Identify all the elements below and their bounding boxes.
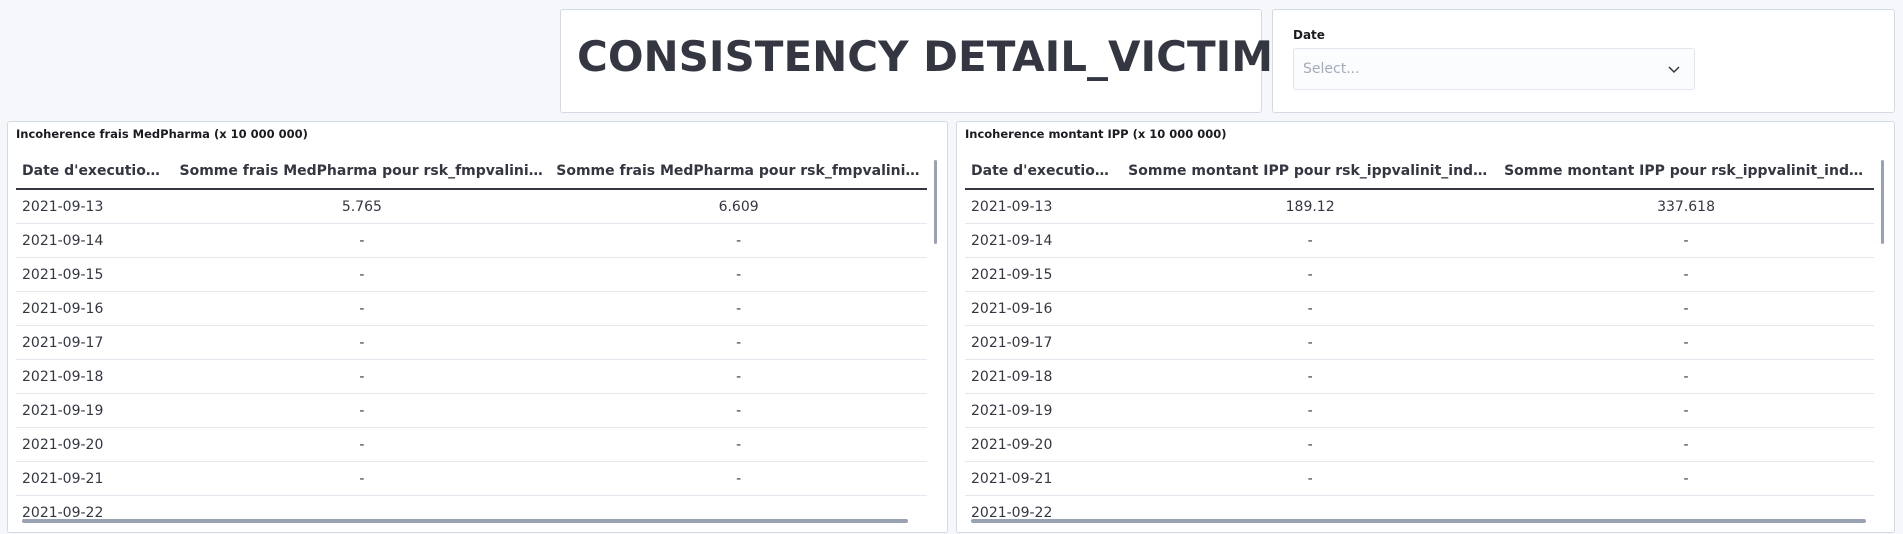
table-cell: -	[1307, 334, 1313, 351]
table-row: 2021-09-17 - -	[965, 326, 1874, 360]
table-cell: -	[1683, 266, 1689, 283]
table-cell: -	[1307, 266, 1313, 283]
table-cell: 2021-09-15	[22, 266, 104, 283]
table-row: 2021-09-16 - -	[965, 292, 1874, 326]
table-cell: -	[359, 436, 365, 453]
column-header[interactable]: Somme frais MedPharma pour rsk_fmpvalini…	[179, 163, 551, 179]
date-label: Date	[1293, 28, 1325, 42]
table-cell: -	[1683, 334, 1689, 351]
table-row: 2021-09-13 189.12 337.618	[965, 190, 1874, 224]
table-row: 2021-09-15 - -	[16, 258, 927, 292]
table-cell: 2021-09-20	[971, 436, 1053, 453]
date-control-panel: Date Select...	[1272, 9, 1895, 113]
table-cell: -	[736, 470, 742, 487]
table-cell: -	[736, 266, 742, 283]
chevron-down-icon	[1668, 66, 1680, 74]
table-cell: -	[1683, 368, 1689, 385]
dashboard-title: CONSISTENCY DETAIL_VICTIME	[577, 32, 1302, 81]
table-row: 2021-09-14 - -	[965, 224, 1874, 258]
table-cell: 2021-09-20	[22, 436, 104, 453]
horizontal-scrollbar[interactable]	[22, 519, 908, 523]
table-cell: -	[736, 300, 742, 317]
table-cell: 6.609	[718, 198, 759, 215]
table-cell: -	[736, 402, 742, 419]
table-row: 2021-09-21 - -	[16, 462, 927, 496]
table-row: 2021-09-21 - -	[965, 462, 1874, 496]
table-cell: -	[736, 334, 742, 351]
table-cell: -	[1683, 470, 1689, 487]
table-cell: -	[359, 266, 365, 283]
date-select-placeholder: Select...	[1303, 61, 1360, 77]
table-cell: 2021-09-21	[22, 470, 104, 487]
column-header[interactable]: Date d'execution p...	[22, 163, 174, 179]
table-cell: 2021-09-18	[22, 368, 104, 385]
title-panel: CONSISTENCY DETAIL_VICTIME	[560, 9, 1302, 113]
table-cell: -	[359, 368, 365, 385]
table-row: 2021-09-19 - -	[16, 394, 927, 428]
table-cell: 2021-09-19	[22, 402, 104, 419]
table-row: 2021-09-16 - -	[16, 292, 927, 326]
table-cell: -	[359, 300, 365, 317]
column-header[interactable]: Somme montant IPP pour rsk_ippvalinit_in…	[1504, 163, 1873, 179]
medpharma-table-panel: Incoherence frais MedPharma (x 10 000 00…	[7, 121, 948, 533]
date-select[interactable]: Select...	[1293, 48, 1695, 90]
table-cell: -	[736, 368, 742, 385]
table-cell: -	[1683, 436, 1689, 453]
table-cell: -	[736, 232, 742, 249]
column-header[interactable]: Somme frais MedPharma pour rsk_fmpvalini…	[556, 163, 927, 179]
table-cell: -	[736, 436, 742, 453]
table-cell: -	[1307, 436, 1313, 453]
table-row: 2021-09-19 - -	[965, 394, 1874, 428]
table-cell: 2021-09-16	[971, 300, 1053, 317]
table-row: 2021-09-15 - -	[965, 258, 1874, 292]
table-cell: 2021-09-13	[22, 198, 104, 215]
table-cell: -	[1683, 300, 1689, 317]
panel-title: Incoherence montant IPP (x 10 000 000)	[965, 127, 1227, 141]
data-table: Date d'execution p... Somme frais MedPha…	[16, 154, 927, 522]
table-cell: -	[1683, 232, 1689, 249]
table-row: 2021-09-18 - -	[965, 360, 1874, 394]
column-header[interactable]: Date d'execution p...	[971, 163, 1123, 179]
table-cell: 2021-09-17	[971, 334, 1053, 351]
data-table: Date d'execution p... Somme montant IPP …	[965, 154, 1874, 522]
table-cell: 337.618	[1657, 198, 1715, 215]
vertical-scrollbar[interactable]	[934, 160, 937, 244]
table-cell: 2021-09-21	[971, 470, 1053, 487]
ipp-table-panel: Incoherence montant IPP (x 10 000 000) D…	[956, 121, 1895, 533]
table-row: 2021-09-14 - -	[16, 224, 927, 258]
table-row: 2021-09-20 - -	[16, 428, 927, 462]
table-cell: 189.12	[1285, 198, 1335, 215]
table-row: 2021-09-18 - -	[16, 360, 927, 394]
table-cell: -	[1307, 402, 1313, 419]
table-cell: -	[1307, 470, 1313, 487]
table-row: 2021-09-20 - -	[965, 428, 1874, 462]
table-header-row: Date d'execution p... Somme frais MedPha…	[16, 154, 927, 190]
table-row: 2021-09-13 5.765 6.609	[16, 190, 927, 224]
table-cell: 2021-09-16	[22, 300, 104, 317]
column-header[interactable]: Somme montant IPP pour rsk_ippvalinit_in…	[1128, 163, 1499, 179]
panel-title: Incoherence frais MedPharma (x 10 000 00…	[16, 127, 308, 141]
horizontal-scrollbar[interactable]	[971, 519, 1866, 523]
table-cell: 2021-09-13	[971, 198, 1053, 215]
table-cell: 2021-09-17	[22, 334, 104, 351]
table-cell: -	[1307, 232, 1313, 249]
table-cell: -	[359, 402, 365, 419]
table-cell: 2021-09-15	[971, 266, 1053, 283]
table-cell: -	[1683, 402, 1689, 419]
table-cell: -	[359, 334, 365, 351]
table-cell: 2021-09-14	[971, 232, 1053, 249]
table-cell: -	[1307, 300, 1313, 317]
table-cell: -	[359, 470, 365, 487]
table-cell: 2021-09-19	[971, 402, 1053, 419]
table-row: 2021-09-17 - -	[16, 326, 927, 360]
table-cell: -	[1307, 368, 1313, 385]
table-cell: 2021-09-18	[971, 368, 1053, 385]
table-cell: -	[359, 232, 365, 249]
table-cell: 2021-09-14	[22, 232, 104, 249]
table-header-row: Date d'execution p... Somme montant IPP …	[965, 154, 1874, 190]
table-cell: 5.765	[341, 198, 382, 215]
vertical-scrollbar[interactable]	[1881, 160, 1884, 244]
